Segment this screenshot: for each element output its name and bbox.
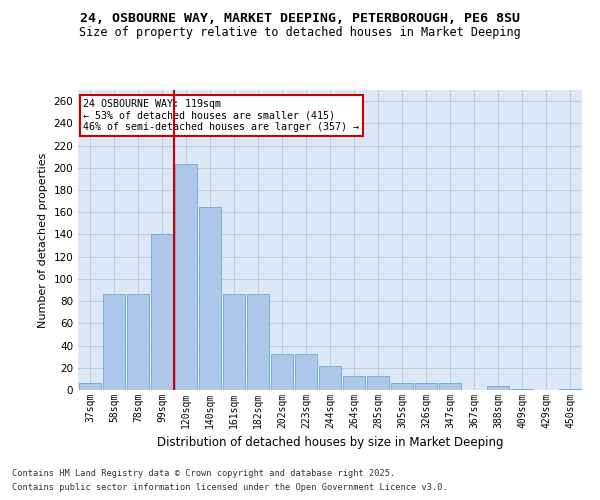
- Bar: [319, 366, 341, 390]
- Bar: [439, 384, 461, 390]
- Bar: [79, 384, 101, 390]
- Text: Contains HM Land Registry data © Crown copyright and database right 2025.: Contains HM Land Registry data © Crown c…: [12, 468, 395, 477]
- Bar: [559, 389, 581, 390]
- Text: 24, OSBOURNE WAY, MARKET DEEPING, PETERBOROUGH, PE6 8SU: 24, OSBOURNE WAY, MARKET DEEPING, PETERB…: [80, 12, 520, 26]
- Bar: [247, 294, 269, 390]
- Text: Contains public sector information licensed under the Open Government Licence v3: Contains public sector information licen…: [12, 484, 448, 492]
- Text: 24 OSBOURNE WAY: 119sqm
← 53% of detached houses are smaller (415)
46% of semi-d: 24 OSBOURNE WAY: 119sqm ← 53% of detache…: [83, 99, 359, 132]
- Text: Size of property relative to detached houses in Market Deeping: Size of property relative to detached ho…: [79, 26, 521, 39]
- Bar: [271, 354, 293, 390]
- Bar: [367, 376, 389, 390]
- Bar: [223, 294, 245, 390]
- Bar: [343, 376, 365, 390]
- X-axis label: Distribution of detached houses by size in Market Deeping: Distribution of detached houses by size …: [157, 436, 503, 450]
- Bar: [511, 389, 533, 390]
- Bar: [103, 294, 125, 390]
- Bar: [127, 294, 149, 390]
- Bar: [175, 164, 197, 390]
- Y-axis label: Number of detached properties: Number of detached properties: [38, 152, 48, 328]
- Bar: [295, 354, 317, 390]
- Bar: [415, 384, 437, 390]
- Bar: [487, 386, 509, 390]
- Bar: [151, 234, 173, 390]
- Bar: [391, 384, 413, 390]
- Bar: [199, 206, 221, 390]
